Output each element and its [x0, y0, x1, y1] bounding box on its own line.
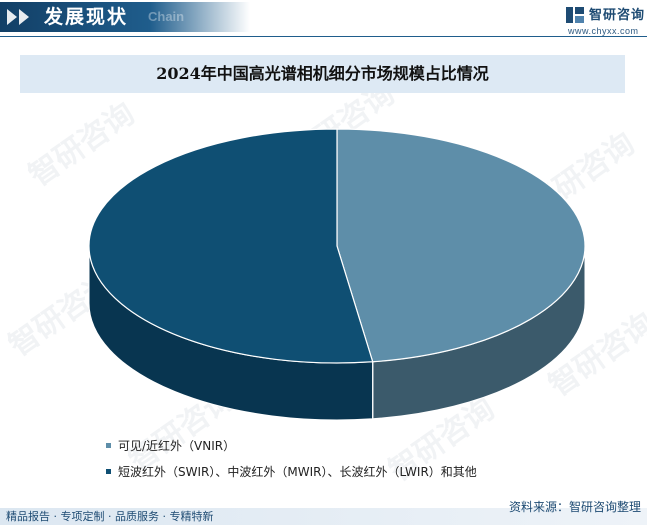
chart-title-box: 2024年中国高光谱相机细分市场规模占比情况 — [20, 55, 625, 93]
section-subtitle: Chain — [148, 9, 185, 24]
brand-url: www.chyxx.com — [568, 26, 639, 36]
legend-swatch-other — [106, 469, 111, 474]
section-title: 发展现状 — [44, 6, 129, 28]
footer-tags: 精品报告 · 专项定制 · 品质服务 · 专精特新 — [6, 510, 214, 523]
pie-slice-0 — [336, 128, 586, 363]
legend-item-other: 短波红外（SWIR）、中波红外（MWIR）、长波红外（LWIR）和其他 — [106, 462, 477, 488]
brand-logo-icon — [566, 7, 584, 23]
double-arrow-icon — [7, 9, 29, 25]
footer-band — [0, 508, 647, 525]
legend-swatch-vnir — [106, 443, 111, 448]
footer: 精品报告 · 专项定制 · 品质服务 · 专精特新 资料来源：智研咨询整理 — [0, 492, 647, 525]
pie-slice-1 — [88, 128, 374, 364]
pie-top — [88, 128, 586, 364]
chart-title: 2024年中国高光谱相机细分市场规模占比情况 — [156, 64, 489, 83]
header-divider — [0, 36, 647, 37]
brand-name: 智研咨询 — [589, 8, 646, 23]
legend-label-other: 短波红外（SWIR）、中波红外（MWIR）、长波红外（LWIR）和其他 — [118, 465, 477, 479]
legend: 可见/近红外（VNIR） 短波红外（SWIR）、中波红外（MWIR）、长波红外（… — [106, 436, 477, 488]
header: 发展现状 Chain 智研咨询 www.chyxx.com — [0, 0, 647, 38]
legend-label-vnir: 可见/近红外（VNIR） — [118, 439, 236, 453]
header-bar — [0, 2, 250, 32]
legend-item-vnir: 可见/近红外（VNIR） — [106, 436, 477, 462]
data-source: 资料来源：智研咨询整理 — [508, 500, 641, 514]
